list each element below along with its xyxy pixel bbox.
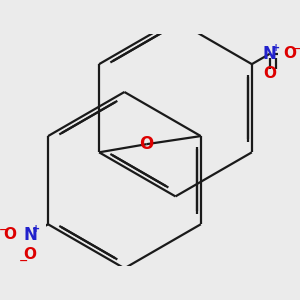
- Text: +: +: [32, 224, 40, 234]
- Text: −: −: [292, 44, 300, 54]
- Text: O: O: [23, 247, 37, 262]
- Text: O: O: [283, 46, 296, 61]
- Text: −: −: [19, 256, 28, 266]
- Text: O: O: [139, 135, 154, 153]
- Text: −: −: [0, 225, 8, 235]
- Text: N: N: [263, 45, 277, 63]
- Text: O: O: [4, 227, 17, 242]
- Text: O: O: [263, 66, 276, 81]
- Text: +: +: [272, 43, 281, 53]
- Text: N: N: [23, 226, 37, 244]
